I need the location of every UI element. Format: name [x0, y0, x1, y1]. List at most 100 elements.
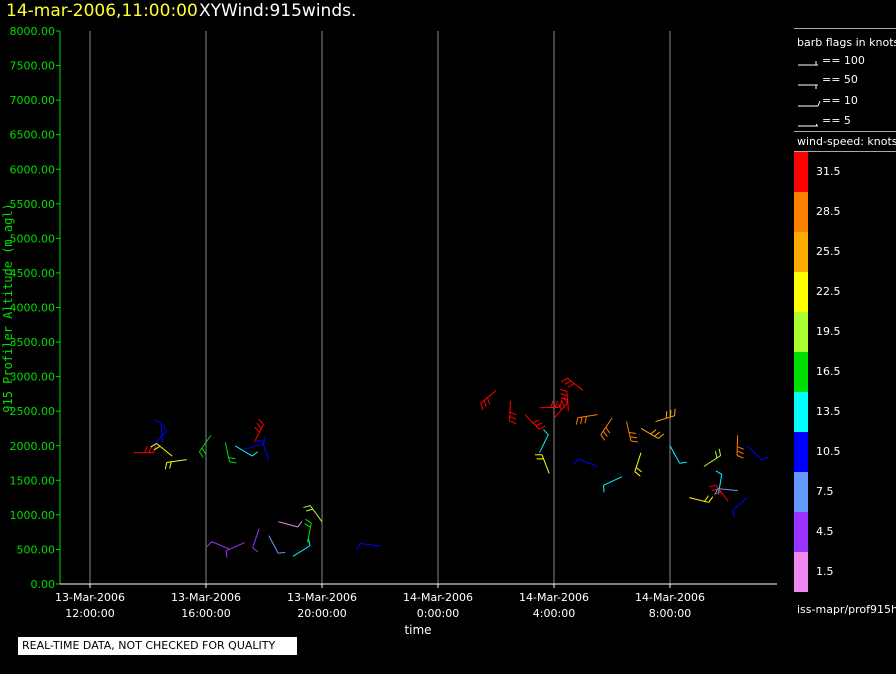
- wind-barb: [252, 528, 260, 553]
- wind-barb: [559, 388, 569, 412]
- y-tick-label-3: 1500.00: [10, 474, 56, 487]
- wind-barb: [746, 445, 769, 461]
- wind-barb: [573, 458, 598, 467]
- wind-barb: [669, 445, 687, 464]
- barb-flag-10-label: == 10: [822, 94, 858, 107]
- colorbar-segment: [794, 272, 808, 312]
- y-tick-label-12: 6000.00: [10, 163, 56, 176]
- wind-barb: [234, 445, 258, 457]
- wind-barb: [736, 435, 744, 459]
- colorbar-label: 1.5: [816, 565, 834, 578]
- data-source-label: iss-mapr/prof915h: [797, 603, 896, 616]
- colorbar-segment: [794, 472, 808, 512]
- x-tick-date-2: 13-Mar-2006: [287, 591, 357, 604]
- x-tick-time-1: 16:00:00: [181, 607, 230, 620]
- wind-barb: [303, 505, 323, 523]
- y-tick-label-6: 3000.00: [10, 371, 56, 384]
- barb-legend: barb flags in knots == 100 == 50 == 10 =…: [794, 28, 896, 624]
- x-tick-date-4: 14-Mar-2006: [519, 591, 589, 604]
- wind-barb: [689, 495, 714, 503]
- y-tick-label-11: 5500.00: [10, 198, 56, 211]
- y-tick-label-8: 4000.00: [10, 302, 56, 315]
- wind-barb: [268, 535, 286, 554]
- y-tick-label-13: 6500.00: [10, 129, 56, 142]
- barb-legend-title: barb flags in knots: [797, 36, 896, 49]
- wind-barb: [655, 408, 676, 423]
- colorbar-segment: [794, 232, 808, 272]
- wind-barb: [539, 429, 549, 453]
- x-axis-label: time: [404, 623, 431, 637]
- y-tick-label-15: 7500.00: [10, 60, 56, 73]
- y-tick-label-2: 1000.00: [10, 509, 56, 522]
- wind-barb: [292, 538, 311, 557]
- wind-barb: [603, 476, 622, 493]
- y-tick-label-9: 4500.00: [10, 267, 56, 280]
- colorbar-label: 4.5: [816, 525, 834, 538]
- colorbar-label: 13.5: [816, 405, 841, 418]
- colorbar-label: 25.5: [816, 245, 841, 258]
- x-tick-time-0: 12:00:00: [65, 607, 114, 620]
- wind-barb: [508, 400, 517, 425]
- x-tick-date-0: 13-Mar-2006: [55, 591, 125, 604]
- wind-barb: [626, 421, 639, 443]
- plot-title: XYWind:915winds.: [199, 1, 357, 21]
- barb-flag-100-label: == 100: [822, 54, 865, 67]
- wind-barb: [152, 424, 167, 447]
- barb-flag-5-label: == 5: [822, 114, 851, 127]
- y-tick-label-4: 2000.00: [10, 440, 56, 453]
- colorbar-label: 31.5: [816, 165, 841, 178]
- colorbar-segment: [794, 192, 808, 232]
- speed-legend-title: wind-speed: knots: [797, 135, 896, 148]
- wind-barb: [480, 390, 497, 411]
- wind-barb: [164, 459, 187, 470]
- timestamp-title: 14-mar-2006,11:00:00: [6, 1, 198, 21]
- wind-barb: [154, 419, 163, 443]
- wind-barb: [356, 543, 381, 550]
- wind-barb: [198, 435, 212, 458]
- wind-barb: [524, 414, 546, 430]
- colorbar-label: 22.5: [816, 285, 841, 298]
- y-tick-label-7: 3500.00: [10, 336, 56, 349]
- x-tick-date-5: 14-Mar-2006: [635, 591, 705, 604]
- x-tick-time-4: 4:00:00: [533, 607, 575, 620]
- barb-flag-50-label: == 50: [822, 73, 858, 86]
- x-tick-time-2: 20:00:00: [297, 607, 346, 620]
- colorbar-label: 19.5: [816, 325, 841, 338]
- wind-barb: [225, 542, 245, 558]
- wind-barb: [575, 414, 598, 425]
- colorbar-segment: [794, 352, 808, 392]
- y-tick-label-1: 500.00: [17, 543, 56, 556]
- colorbar-label: 10.5: [816, 445, 841, 458]
- colorbar-segment: [794, 312, 808, 352]
- wind-barb: [640, 428, 665, 439]
- colorbar-segment: [794, 392, 808, 432]
- colorbar-label: 28.5: [816, 205, 841, 218]
- wind-barb: [150, 443, 173, 457]
- wind-barb: [600, 417, 613, 441]
- wind-barb: [133, 445, 157, 454]
- colorbar-segment: [794, 512, 808, 552]
- quality-notice: REAL-TIME DATA, NOT CHECKED FOR QUALITY: [18, 637, 297, 655]
- wind-barb: [553, 396, 568, 419]
- wind-barb: [244, 436, 265, 450]
- wind-barb: [278, 520, 303, 528]
- wind-barb: [206, 541, 231, 550]
- x-tick-time-5: 8:00:00: [649, 607, 691, 620]
- wind-barb: [731, 497, 748, 518]
- wind-barb: [534, 454, 550, 474]
- colorbar-segment: [794, 152, 808, 192]
- wind-barb: [715, 470, 723, 495]
- x-tick-date-3: 14-Mar-2006: [403, 591, 473, 604]
- wind-barb: [304, 518, 312, 543]
- y-tick-label-16: 8000.00: [10, 25, 56, 38]
- wind-barb: [703, 448, 722, 467]
- wind-barb: [709, 484, 729, 502]
- wind-barb: [714, 488, 738, 496]
- colorbar-label: 7.5: [816, 485, 834, 498]
- y-tick-label-14: 7000.00: [10, 94, 56, 107]
- barb-symbols: [798, 61, 821, 127]
- colorbar-label: 16.5: [816, 365, 841, 378]
- wind-barb: [253, 418, 264, 443]
- y-tick-label-0: 0.00: [31, 578, 56, 591]
- wind-barb: [634, 452, 642, 477]
